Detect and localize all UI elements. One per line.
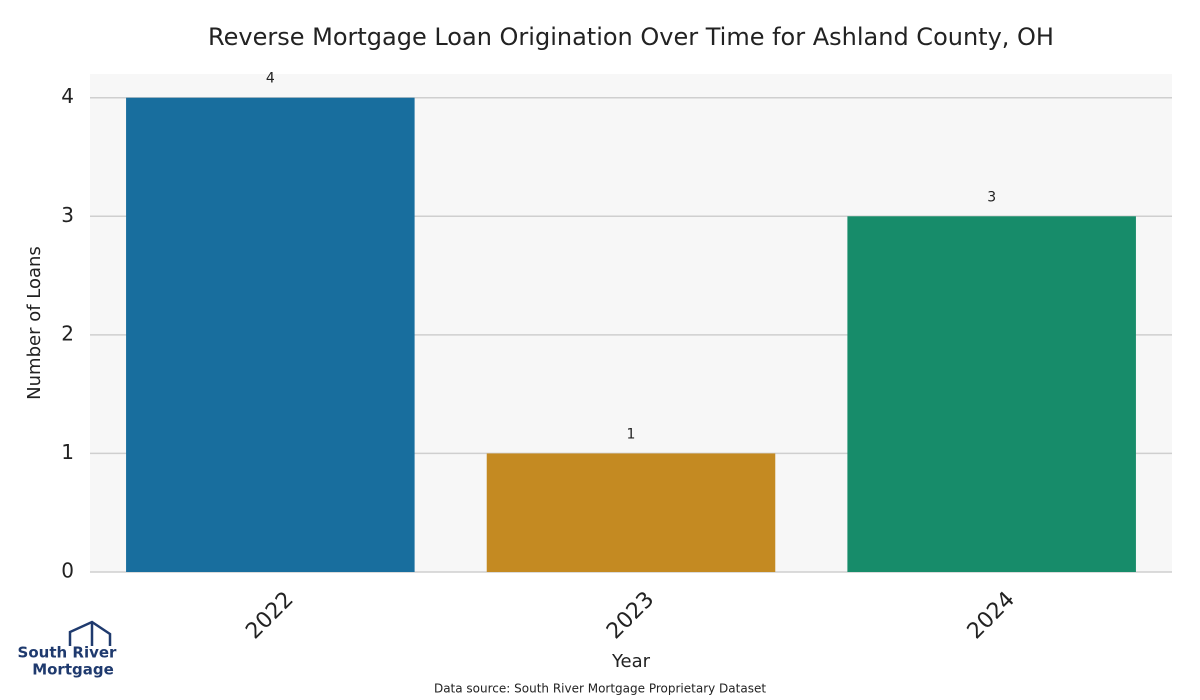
y-tick-label: 3 (61, 203, 74, 227)
y-tick-label: 1 (61, 440, 74, 464)
chart-title: Reverse Mortgage Loan Origination Over T… (208, 23, 1054, 51)
data-label: 1 (627, 426, 636, 442)
data-label: 3 (987, 189, 996, 205)
bar (486, 453, 776, 572)
source-note: Data source: South River Mortgage Propri… (434, 682, 766, 696)
bar (126, 97, 415, 572)
bar (847, 216, 1136, 573)
y-tick-label: 0 (61, 559, 74, 583)
x-axis-label: Year (611, 651, 651, 672)
logo-icon (68, 620, 112, 646)
x-tick-label: 2022 (241, 587, 298, 644)
y-tick-label: 2 (61, 321, 74, 345)
data-label: 4 (266, 71, 275, 87)
x-tick-label: 2023 (602, 587, 659, 644)
y-tick-label: 4 (61, 84, 74, 108)
logo-text: Mortgage (32, 661, 114, 679)
logo-text: South River (18, 644, 118, 662)
y-axis-label: Number of Loans (24, 246, 45, 400)
x-tick-label: 2024 (963, 587, 1020, 644)
